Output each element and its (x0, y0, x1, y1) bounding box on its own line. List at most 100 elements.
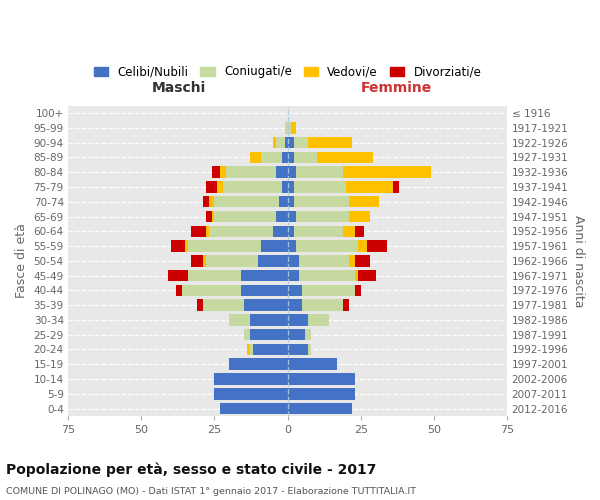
Bar (282, 152, 287, 163)
Bar (259, 255, 287, 266)
Bar (287, 329, 305, 340)
Bar (209, 196, 214, 207)
Bar (287, 166, 296, 178)
Bar (250, 344, 253, 355)
Bar (287, 181, 293, 192)
Bar (250, 329, 287, 340)
Bar (293, 196, 349, 207)
Bar (229, 358, 287, 370)
Bar (214, 388, 287, 400)
Bar (285, 122, 287, 134)
Bar (287, 344, 308, 355)
Bar (355, 226, 364, 237)
Text: Popolazione per età, sesso e stato civile - 2017: Popolazione per età, sesso e stato civil… (6, 462, 376, 477)
Bar (206, 181, 217, 192)
Bar (185, 240, 188, 252)
Bar (285, 137, 287, 148)
Bar (308, 314, 329, 326)
Bar (343, 226, 355, 237)
Bar (393, 181, 399, 192)
Text: Maschi: Maschi (152, 82, 206, 96)
Bar (247, 344, 250, 355)
Bar (273, 226, 287, 237)
Bar (203, 255, 206, 266)
Bar (167, 270, 188, 281)
Bar (355, 270, 358, 281)
Bar (214, 374, 287, 385)
Bar (343, 300, 349, 311)
Bar (287, 403, 352, 414)
Bar (367, 240, 388, 252)
Bar (206, 255, 259, 266)
Bar (212, 166, 220, 178)
Bar (244, 329, 250, 340)
Bar (220, 403, 287, 414)
Y-axis label: Fasce di età: Fasce di età (15, 224, 28, 298)
Bar (287, 122, 290, 134)
Bar (191, 255, 203, 266)
Bar (287, 226, 293, 237)
Bar (206, 210, 212, 222)
Bar (203, 196, 209, 207)
Bar (250, 314, 287, 326)
Bar (296, 210, 349, 222)
Bar (273, 137, 276, 148)
Bar (287, 388, 355, 400)
Bar (217, 181, 223, 192)
Bar (358, 240, 367, 252)
Bar (358, 270, 376, 281)
Bar (276, 137, 285, 148)
Bar (279, 196, 287, 207)
Bar (226, 166, 276, 178)
Bar (276, 166, 287, 178)
Bar (349, 210, 370, 222)
Bar (287, 358, 337, 370)
Bar (287, 196, 293, 207)
Bar (305, 329, 311, 340)
Bar (287, 137, 293, 148)
Bar (229, 314, 250, 326)
Bar (290, 122, 296, 134)
Legend: Celibi/Nubili, Coniugati/e, Vedovi/e, Divorziati/e: Celibi/Nubili, Coniugati/e, Vedovi/e, Di… (91, 62, 485, 82)
Bar (287, 152, 293, 163)
Bar (293, 226, 343, 237)
Bar (282, 181, 287, 192)
Bar (287, 270, 299, 281)
Bar (293, 181, 346, 192)
Y-axis label: Anni di nascita: Anni di nascita (572, 214, 585, 307)
Bar (244, 300, 287, 311)
Bar (296, 240, 358, 252)
Bar (223, 181, 282, 192)
Bar (355, 284, 361, 296)
Bar (276, 210, 287, 222)
Bar (302, 300, 343, 311)
Text: Femmine: Femmine (361, 82, 432, 96)
Bar (293, 152, 317, 163)
Bar (299, 255, 349, 266)
Bar (191, 226, 206, 237)
Bar (308, 344, 311, 355)
Bar (317, 152, 373, 163)
Bar (214, 196, 279, 207)
Bar (287, 314, 308, 326)
Bar (293, 137, 308, 148)
Bar (206, 226, 209, 237)
Bar (262, 152, 282, 163)
Bar (188, 270, 241, 281)
Bar (287, 240, 296, 252)
Bar (355, 255, 370, 266)
Bar (182, 284, 241, 296)
Bar (287, 210, 296, 222)
Bar (287, 255, 299, 266)
Bar (308, 137, 352, 148)
Bar (296, 166, 343, 178)
Bar (253, 344, 287, 355)
Bar (170, 240, 185, 252)
Bar (343, 166, 431, 178)
Bar (250, 152, 262, 163)
Bar (349, 196, 379, 207)
Bar (203, 300, 244, 311)
Bar (287, 374, 355, 385)
Bar (197, 300, 203, 311)
Bar (188, 240, 262, 252)
